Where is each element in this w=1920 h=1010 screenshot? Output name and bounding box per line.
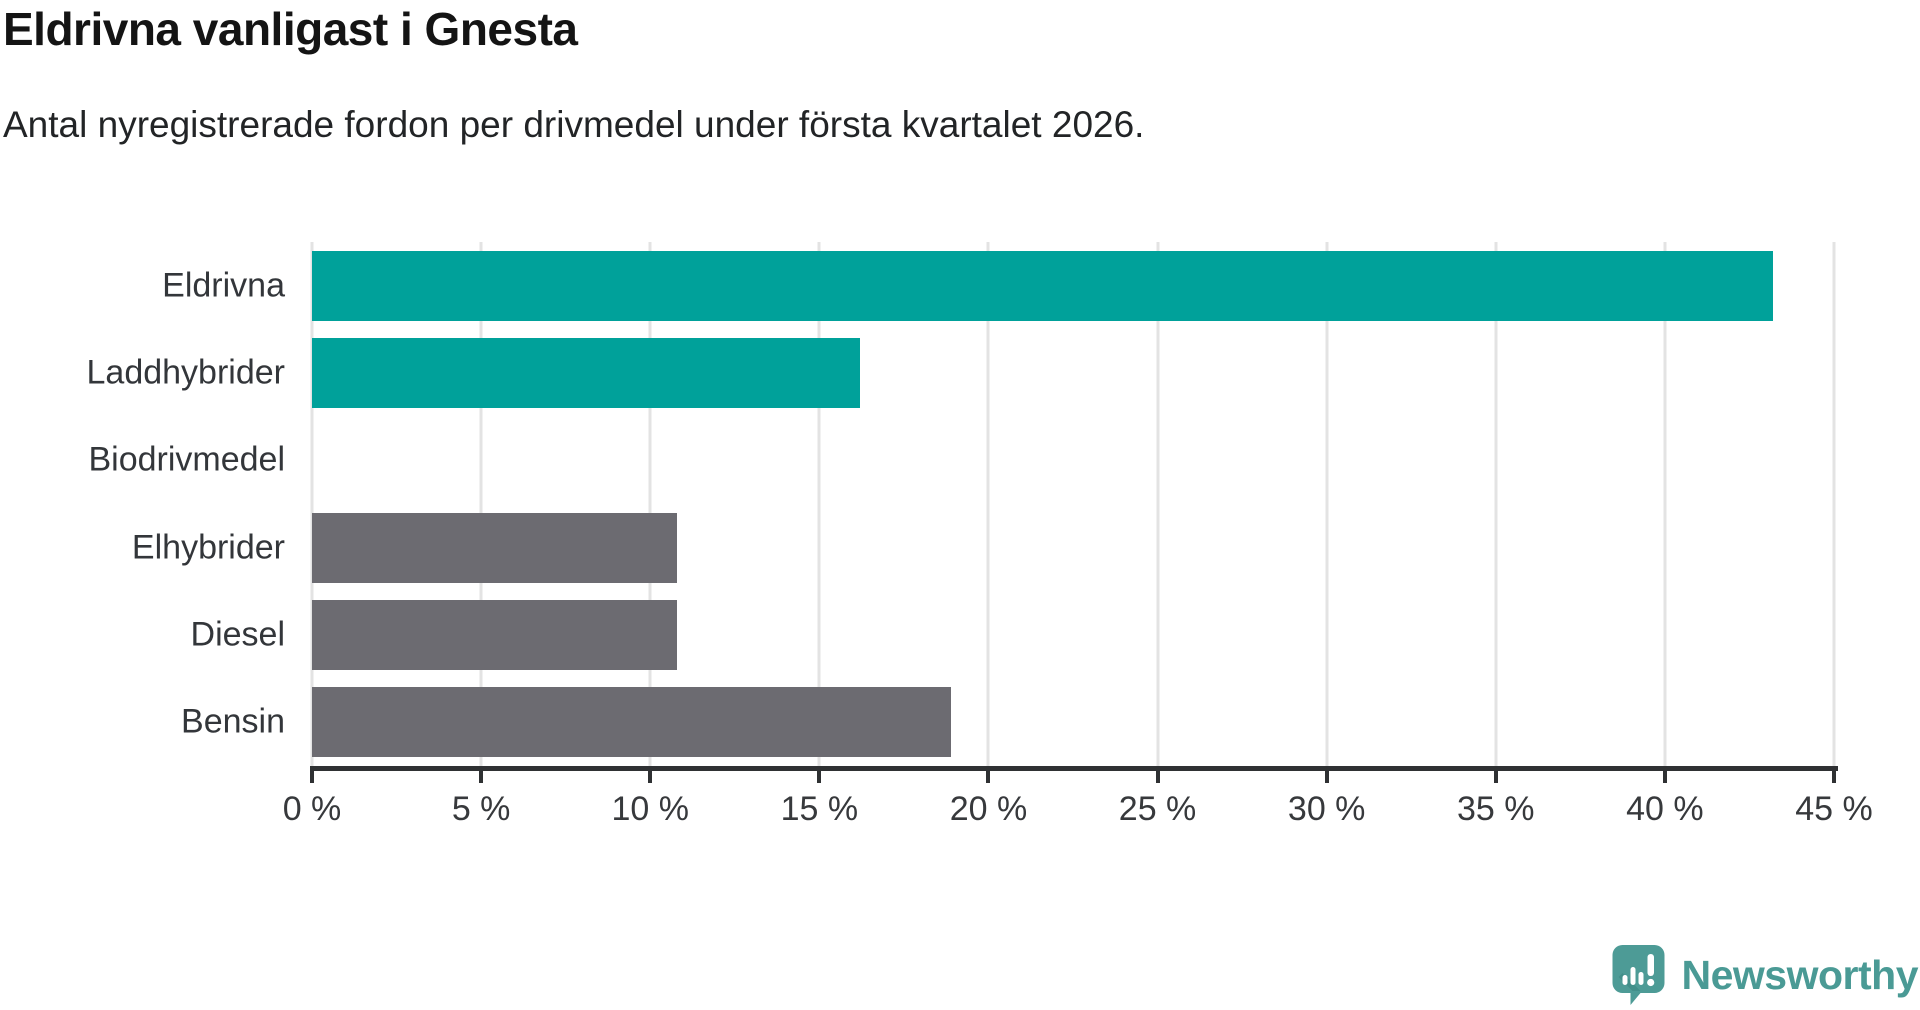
newsworthy-logo-text: Newsworthy [1681,951,1919,998]
bar-row-diesel: Diesel [191,591,1834,678]
gridline-25 [1156,242,1160,766]
x-axis-tick-25 [1155,766,1160,783]
category-label-diesel: Diesel [190,615,285,654]
x-axis-tick-label-45: 45 % [1795,790,1873,828]
bar-elhybrider [312,512,678,583]
category-label-biodrivmedel: Biodrivmedel [88,440,285,479]
category-label-eldrivna: Eldrivna [162,266,285,305]
x-axis-tick-label-0: 0 % [282,790,342,828]
bar-diesel [312,599,678,670]
category-label-laddhybrider: Laddhybrider [86,353,285,392]
x-axis-tick-40 [1662,766,1667,783]
x-axis-tick-label-35: 35 % [1457,790,1535,828]
x-axis-tick-label-40: 40 % [1626,790,1704,828]
gridline-10 [648,242,652,766]
x-axis-tick-45 [1832,766,1836,783]
x-axis-tick-label-5: 5 % [451,790,511,828]
bar-eldrivna [312,250,1774,321]
chart-title: Eldrivna vanligast i Gnesta [3,3,578,55]
bar-row-bensin: Bensin [181,679,1834,766]
x-axis-tick-label-15: 15 % [780,790,859,828]
category-label-bensin: Bensin [181,702,285,741]
plot-area: Eldrivna Laddhybrider Biodrivmedel Elhybrid… [87,242,1836,766]
x-axis-tick-10 [648,766,653,783]
gridline-15 [817,242,821,766]
bar-row-eldrivna: Eldrivna [162,242,1834,329]
newsworthy-logo: Newsworthy [1610,942,1919,1008]
bar-row-laddhybrider: Laddhybrider [87,329,1834,416]
x-axis-tick-15 [817,766,822,783]
gridline-40 [1663,242,1667,766]
chart-subtitle: Antal nyregistrerade fordon per drivmede… [3,104,1145,145]
x-axis-tick-35 [1493,766,1498,783]
gridline-30 [1325,242,1329,766]
x-axis-tick-label-20: 20 % [949,790,1028,828]
x-axis-tick-30 [1324,766,1329,783]
x-axis-line [310,766,1838,771]
x-axis-tick-label-30: 30 % [1287,790,1366,828]
x-axis-tick-label-10: 10 % [611,790,689,828]
category-label-elhybrider: Elhybrider [131,528,285,567]
x-axis-tick-label-25: 25 % [1118,790,1197,828]
bar-laddhybrider [312,337,860,408]
x-axis-tick-20 [986,766,991,783]
x-axis-tick-0 [310,766,314,783]
x-axis-tick-5 [479,766,484,783]
gridline-0 [310,242,314,766]
gridline-45 [1832,242,1836,766]
newsworthy-logo-icon [1612,945,1664,1005]
bar-row-elhybrider: Elhybrider [132,504,1834,591]
gridline-20 [986,242,990,766]
bar-bensin [312,687,952,758]
gridline-5 [479,242,483,766]
bar-row-biodrivmedel: Biodrivmedel [88,417,1834,504]
gridline-35 [1494,242,1498,766]
